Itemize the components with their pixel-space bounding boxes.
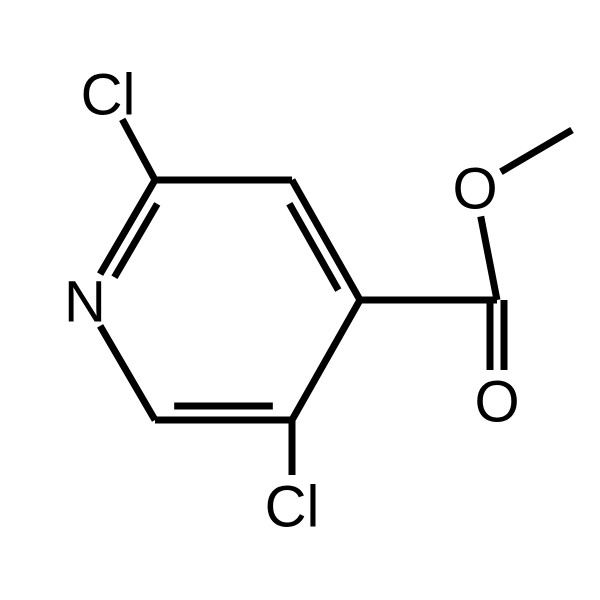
molecule-diagram: N Cl Cl O O (0, 0, 600, 600)
atom-label-o9: O (452, 157, 497, 222)
atom-label-cl5: Cl (265, 475, 320, 540)
atom-label-o8: O (474, 370, 519, 435)
atom-label-cl2: Cl (81, 63, 136, 128)
atom-label-n: N (64, 270, 106, 335)
